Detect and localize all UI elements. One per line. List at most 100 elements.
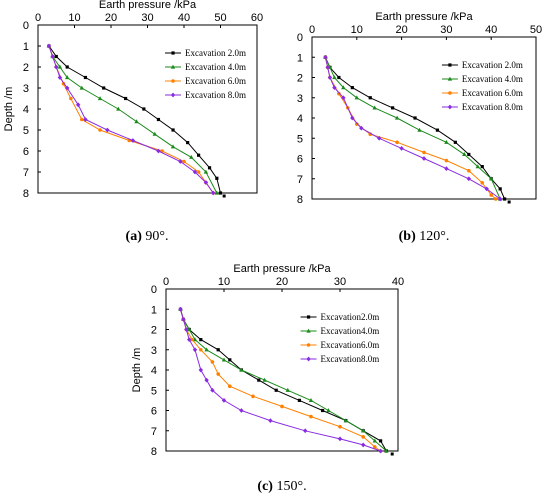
y-tick-label: 4 (151, 365, 157, 377)
y-tick-label: 1 (23, 41, 29, 53)
data-point (321, 408, 325, 413)
data-point (489, 176, 494, 181)
data-point (178, 306, 183, 312)
data-point (280, 404, 284, 409)
data-point (46, 43, 52, 49)
data-point (467, 152, 471, 157)
legend-label: Excavation 2.0m (462, 60, 523, 70)
x-tick-label: 0 (163, 276, 169, 288)
data-point (83, 117, 88, 122)
data-point (399, 145, 404, 151)
data-point (221, 397, 227, 403)
data-point (484, 186, 489, 192)
caption-label: (b) (399, 229, 416, 244)
data-point (368, 96, 372, 100)
y-tick-label: 3 (23, 83, 29, 95)
data-point (489, 193, 494, 197)
data-point (210, 387, 215, 393)
y-tick-label: 5 (151, 385, 157, 397)
data-point (65, 75, 70, 80)
data-point (462, 152, 467, 157)
y-tick-label: 6 (151, 406, 157, 418)
y-tick-label: 5 (297, 133, 303, 145)
x-tick-label: 10 (68, 12, 80, 24)
extra-marker (222, 194, 226, 198)
x-tick-label: 10 (351, 24, 363, 36)
legend-label: Excavation2.0m (321, 312, 380, 322)
y-tick-label: 7 (151, 426, 157, 438)
data-point (152, 131, 157, 136)
y-tick-label: 6 (297, 154, 303, 166)
data-point (309, 414, 313, 419)
data-point (54, 54, 58, 59)
x-tick-label: 20 (395, 24, 407, 36)
data-point (54, 64, 59, 70)
data-point (251, 394, 255, 399)
data-point (75, 102, 81, 108)
data-point (116, 106, 121, 111)
caption-label: (a) (126, 229, 143, 244)
data-point (130, 138, 136, 143)
data-point (372, 105, 377, 110)
legend-label: Excavation4.0m (321, 326, 380, 336)
data-point (178, 159, 183, 164)
data-point (421, 156, 427, 161)
y-tick-label: 8 (297, 194, 303, 206)
data-point (65, 85, 70, 91)
data-point (326, 408, 331, 413)
series-line (48, 45, 214, 194)
data-point (69, 96, 73, 101)
data-point (341, 85, 346, 90)
data-point (444, 139, 449, 144)
y-tick-label: 3 (151, 345, 157, 357)
data-point (475, 164, 480, 169)
legend-marker (448, 63, 452, 67)
data-point (391, 106, 395, 110)
data-point (262, 377, 267, 382)
data-point (124, 96, 128, 101)
data-point (325, 64, 330, 70)
panel-caption: (b) 120°. (399, 229, 450, 244)
data-point (337, 436, 343, 442)
data-point (192, 337, 198, 342)
data-point (192, 347, 198, 353)
x-tick-label: 50 (214, 12, 226, 24)
legend-label: Excavation 2.0m (185, 48, 246, 58)
data-point (211, 190, 216, 196)
data-point (199, 338, 203, 342)
y-tick-label: 1 (151, 304, 157, 316)
y-tick-label: 8 (23, 188, 29, 200)
x-tick-label: 30 (141, 12, 153, 24)
x-tick-label: 0 (35, 12, 41, 24)
y-tick-label: 5 (23, 125, 29, 137)
data-point (228, 384, 232, 389)
data-point (466, 176, 471, 182)
legend-label: Excavation6.0m (321, 340, 380, 350)
legend-marker (448, 91, 452, 95)
data-point (102, 86, 106, 90)
data-point (444, 166, 449, 172)
y-tick-label: 4 (297, 113, 303, 125)
x-tick-label: 30 (334, 276, 346, 288)
legend-marker (171, 79, 175, 83)
data-point (182, 159, 186, 164)
data-point (142, 107, 146, 111)
y-tick-label: 6 (23, 146, 29, 158)
caption-text: 150°. (273, 479, 307, 494)
x-tick-label: 20 (276, 276, 288, 288)
data-point (372, 438, 377, 443)
data-point (190, 337, 194, 342)
y-tick-label: 0 (297, 32, 303, 44)
data-point (332, 85, 337, 91)
data-point (210, 360, 215, 364)
panel-caption: (c) 150°. (257, 479, 306, 494)
y-tick-label: 2 (297, 73, 303, 85)
data-point (361, 428, 366, 433)
data-point (354, 95, 359, 100)
data-point (170, 144, 176, 149)
data-point (343, 418, 348, 423)
data-point (323, 54, 328, 60)
data-point (341, 95, 346, 101)
data-point (204, 377, 209, 383)
